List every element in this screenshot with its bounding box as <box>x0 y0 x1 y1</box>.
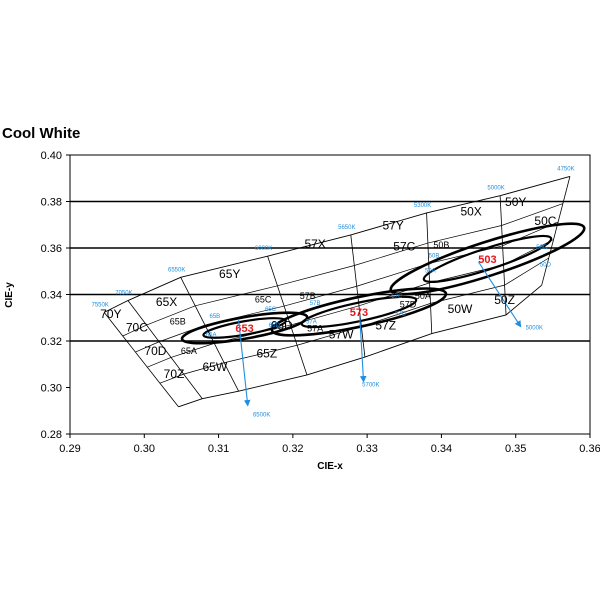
bin-label: 50B <box>433 240 449 250</box>
sub-bin-label: 65B <box>210 314 221 320</box>
sub-bin-label: 65C <box>265 307 277 313</box>
x-axis-title: CIE-x <box>317 461 343 472</box>
cct-label: 7550K <box>91 302 108 308</box>
sub-bin-label: 50D <box>540 263 552 269</box>
x-tick-label: 0.35 <box>505 443 526 455</box>
ellipse-center-label: 503 <box>478 254 496 266</box>
bin-label: 65X <box>156 295 177 309</box>
sub-bin-label: 57C <box>391 294 403 300</box>
bin-label: 65B <box>170 317 186 327</box>
cct-line <box>541 176 571 286</box>
cct-callout-arrow <box>359 315 367 383</box>
x-tick-label: 0.36 <box>579 443 600 455</box>
cct-label: 5650K <box>338 225 355 231</box>
sub-bin-label: 50B <box>429 253 440 259</box>
macadam-ellipse-outer <box>270 287 448 337</box>
axis-layer: 0.28 0.30 0.32 0.34 0.36 0.38 0.40 0.29 0.30 0.31… <box>41 150 600 455</box>
bin-label: 65D <box>271 318 293 332</box>
cct-label: 5000K <box>487 186 504 192</box>
cct-line <box>127 300 203 399</box>
sub-bin-label: 50A <box>425 268 436 274</box>
x-tick-label: 0.33 <box>356 443 377 455</box>
sub-bin-label: 57D <box>395 311 407 317</box>
y-tick-label: 0.40 <box>41 150 62 162</box>
macadam-ellipse-inner <box>422 234 553 283</box>
macadam-ellipse-inner <box>202 317 287 339</box>
cct-line <box>103 312 179 408</box>
bin-label: 57B <box>300 291 316 301</box>
ellipse-center-label: 653 <box>235 323 253 335</box>
sub-bin-label: 57B <box>310 301 321 307</box>
cct-callout-label: 6500K <box>253 413 270 419</box>
cct-callout-label: 5000K <box>526 325 543 331</box>
cct-line <box>499 195 507 315</box>
row-divider <box>122 203 564 337</box>
cct-label: 7050K <box>115 291 132 297</box>
chart-title: Cool White <box>2 125 80 142</box>
bin-label: 65Y <box>219 267 240 281</box>
locus-layer <box>103 175 571 408</box>
bin-label: 70Z <box>164 367 185 381</box>
y-tick-label: 0.38 <box>41 197 62 209</box>
y-tick-label: 0.28 <box>41 429 62 441</box>
bin-label: 65Z <box>257 346 278 360</box>
sub-bin-label: 50C <box>536 245 548 251</box>
bin-label: 57Y <box>382 218 403 232</box>
cct-label: 6000K <box>255 246 272 252</box>
bin-label: 57X <box>304 237 325 251</box>
cct-callout-label: 5700K <box>362 382 379 388</box>
grid-layer <box>70 200 590 342</box>
bin-label: 50Z <box>494 293 515 307</box>
y-tick-label: 0.32 <box>41 336 62 348</box>
cct-callout-arrow <box>238 320 251 407</box>
bin-label: 70C <box>126 321 148 335</box>
x-tick-label: 0.29 <box>59 443 80 455</box>
macadam-ellipse-outer <box>389 222 586 296</box>
bin-label: 70Y <box>100 307 121 321</box>
row-divider <box>135 221 559 353</box>
y-axis-title: CIE-y <box>4 282 15 308</box>
cct-label: 5300K <box>414 203 431 209</box>
sub-bin-label: 65D <box>269 323 281 329</box>
bin-label: 70D <box>144 344 166 358</box>
bin-label: 57W <box>329 328 354 342</box>
bin-label: 50Y <box>505 195 526 209</box>
y-tick-label: 0.30 <box>41 383 62 395</box>
sub-bin-label: 65A <box>206 332 217 338</box>
bin-label: 57A <box>307 324 323 334</box>
bin-label: 50X <box>460 204 481 218</box>
bin-label: 57C <box>393 239 415 253</box>
x-tick-label: 0.32 <box>282 443 303 455</box>
label-layer: 70Y 65X 70C 65B 70D 65A 70Z 65W 65Y 65C 65D 65Z 57X 5… <box>100 195 557 381</box>
sub-bin-label: 57A <box>306 320 317 326</box>
x-tick-label: 0.34 <box>431 443 452 455</box>
region-bottom-boundary <box>178 284 543 408</box>
cct-label: 4750K <box>557 166 574 172</box>
bin-label: 57Z <box>375 318 396 332</box>
row-divider <box>159 257 549 384</box>
macadam-ellipse-outer <box>180 311 309 345</box>
ellipse-center-label: 573 <box>350 307 368 319</box>
x-tick-label: 0.30 <box>134 443 155 455</box>
cct-callout-arrow <box>478 261 522 328</box>
ellipse-layer: 653 573 503 6500K 5700K 5000K <box>180 222 586 419</box>
bin-label: 50A <box>415 291 431 301</box>
bin-label: 57D <box>400 299 417 309</box>
region-top-boundary <box>103 175 571 313</box>
bin-label: 50C <box>534 214 556 228</box>
cct-line <box>180 277 239 392</box>
bin-label: 65C <box>255 295 272 305</box>
bin-label: 65A <box>181 346 197 356</box>
y-tick-label: 0.34 <box>41 290 62 302</box>
macadam-ellipse-inner <box>300 295 418 329</box>
bin-label: 65W <box>203 360 228 374</box>
cct-line <box>267 256 308 376</box>
y-tick-label: 0.36 <box>41 243 62 255</box>
x-tick-label: 0.31 <box>208 443 229 455</box>
cct-label: 6550K <box>168 267 185 273</box>
bin-label: 50W <box>448 302 473 316</box>
